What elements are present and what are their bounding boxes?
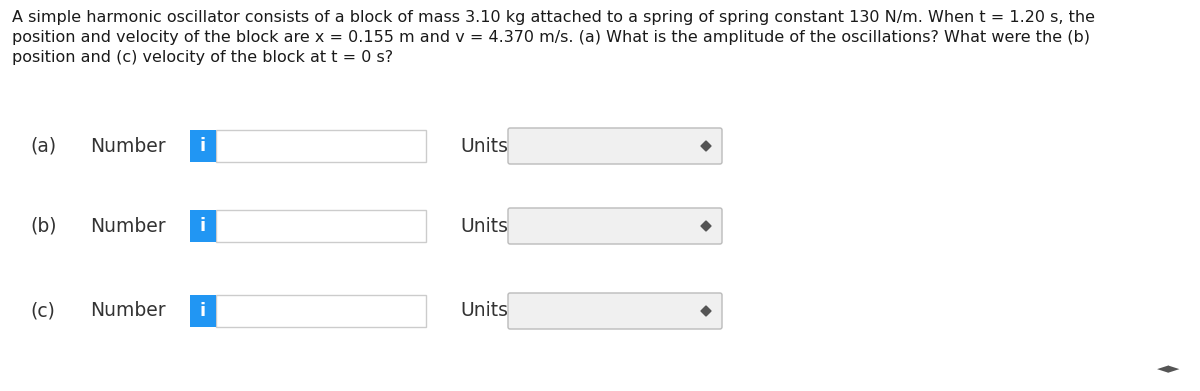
Polygon shape: [701, 146, 710, 151]
Text: Number: Number: [90, 217, 166, 235]
Polygon shape: [701, 221, 710, 226]
FancyBboxPatch shape: [190, 210, 216, 242]
Text: position and velocity of the block are x = 0.155 m and v = 4.370 m/s. (a) What i: position and velocity of the block are x…: [12, 30, 1090, 45]
Text: Number: Number: [90, 136, 166, 156]
FancyBboxPatch shape: [190, 295, 216, 327]
Text: position and (c) velocity of the block at t = 0 s?: position and (c) velocity of the block a…: [12, 50, 394, 65]
Polygon shape: [701, 306, 710, 311]
Polygon shape: [701, 311, 710, 316]
FancyBboxPatch shape: [508, 208, 722, 244]
Text: Units: Units: [460, 301, 508, 321]
Text: (a): (a): [30, 136, 56, 156]
Text: (c): (c): [30, 301, 55, 321]
FancyBboxPatch shape: [216, 210, 426, 242]
Text: Number: Number: [90, 301, 166, 321]
Text: Units: Units: [460, 136, 508, 156]
FancyBboxPatch shape: [190, 130, 216, 162]
FancyBboxPatch shape: [216, 130, 426, 162]
FancyBboxPatch shape: [508, 293, 722, 329]
Text: i: i: [200, 302, 206, 320]
FancyBboxPatch shape: [508, 128, 722, 164]
Text: i: i: [200, 217, 206, 235]
Text: A simple harmonic oscillator consists of a block of mass 3.10 kg attached to a s: A simple harmonic oscillator consists of…: [12, 10, 1096, 25]
Text: Units: Units: [460, 217, 508, 235]
FancyBboxPatch shape: [216, 295, 426, 327]
Text: ◄►: ◄►: [1157, 361, 1180, 376]
Polygon shape: [701, 226, 710, 231]
Polygon shape: [701, 141, 710, 146]
Text: (b): (b): [30, 217, 56, 235]
Text: i: i: [200, 137, 206, 155]
